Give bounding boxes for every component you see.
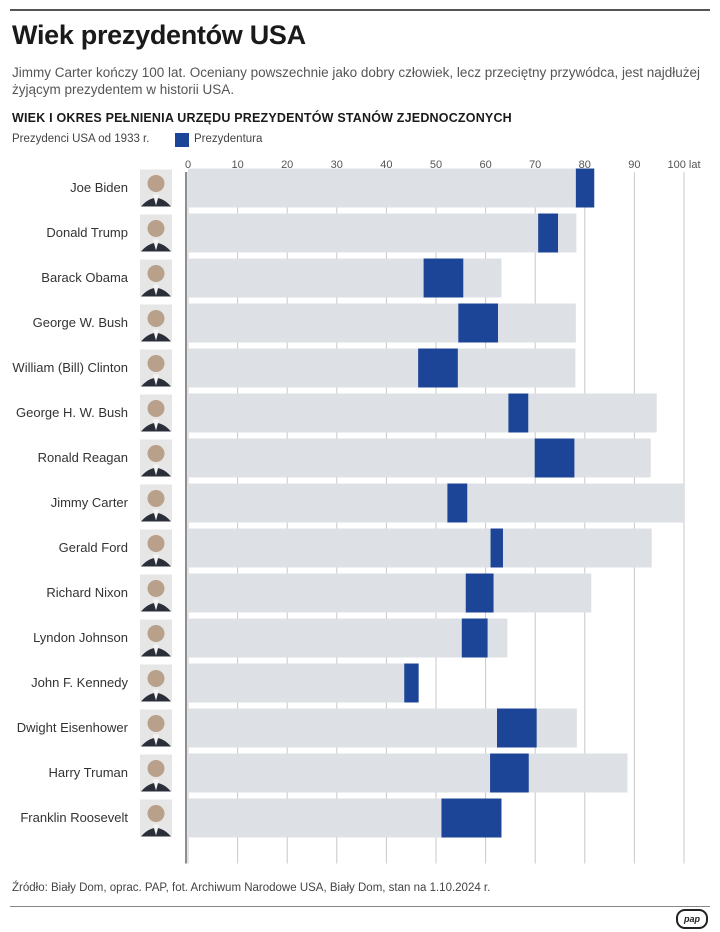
president-label: Lyndon Johnson xyxy=(33,630,128,645)
lifespan-bar xyxy=(188,348,576,388)
presidency-bar xyxy=(404,663,419,703)
presidency-bar xyxy=(538,213,559,253)
lifespan-bar xyxy=(188,438,651,478)
president-portrait xyxy=(140,529,172,567)
president-label: Barack Obama xyxy=(41,270,128,285)
presidency-bar xyxy=(465,573,494,613)
president-label: John F. Kennedy xyxy=(31,675,128,690)
president-label: Jimmy Carter xyxy=(51,495,129,510)
presidency-bar xyxy=(447,483,468,523)
presidency-bar xyxy=(490,528,503,568)
president-label: Gerald Ford xyxy=(59,540,128,555)
president-portrait xyxy=(140,439,172,477)
tick-label-50: 50 xyxy=(430,159,442,171)
tick-label-60: 60 xyxy=(479,159,491,171)
lifespan-bar xyxy=(188,393,657,433)
source-note: Źródło: Biały Dom, oprac. PAP, fot. Arch… xyxy=(12,882,491,894)
bottom-rule xyxy=(10,906,710,907)
lifespan-bar xyxy=(188,663,419,703)
pap-logo: pap xyxy=(676,909,708,929)
legend-label-presidency: Prezydentura xyxy=(194,133,263,145)
presidency-bar xyxy=(497,708,537,748)
president-portrait xyxy=(140,709,172,747)
president-label: George W. Bush xyxy=(33,315,128,330)
president-label: Harry Truman xyxy=(49,765,128,780)
president-label: Donald Trump xyxy=(46,225,128,240)
lifespan-bar xyxy=(188,303,576,343)
chart-title: WIEK I OKRES PEŁNIENIA URZĘDU PREZYDENTÓ… xyxy=(12,111,512,125)
lifespan-bar xyxy=(188,528,652,568)
president-portrait xyxy=(140,484,172,522)
tick-label-90: 90 xyxy=(628,159,640,171)
lifespan-bar xyxy=(188,483,684,523)
page-title: Wiek prezydentów USA xyxy=(12,20,306,50)
president-label: William (Bill) Clinton xyxy=(12,360,128,375)
president-label: Richard Nixon xyxy=(46,585,128,600)
tick-label-10: 10 xyxy=(231,159,243,171)
tick-label-100: 100 lat xyxy=(667,159,700,171)
presidency-bar xyxy=(508,393,529,433)
president-portrait xyxy=(140,574,172,612)
lifespan-bar xyxy=(188,168,595,208)
lifespan-bar xyxy=(188,618,508,658)
president-label: Franklin Roosevelt xyxy=(20,810,128,825)
age-chart: 0 10 20 30 40 50 60 70 80 90 100 lat Joe Biden Donal… xyxy=(12,159,701,864)
presidency-bar xyxy=(458,303,498,343)
tick-label-0: 0 xyxy=(185,159,191,171)
presidency-bar xyxy=(441,798,502,838)
presidency-bar xyxy=(461,618,488,658)
president-portrait xyxy=(140,799,172,837)
legend-caption: Prezydenci USA od 1933 r. xyxy=(12,133,150,145)
presidency-bar xyxy=(418,348,458,388)
presidency-bar xyxy=(490,753,529,793)
president-label: Dwight Eisenhower xyxy=(17,720,129,735)
lifespan-bar xyxy=(188,213,577,253)
president-portrait xyxy=(140,304,172,342)
page-subtitle: Jimmy Carter kończy 100 lat. Oceniany po… xyxy=(12,65,701,97)
president-portrait xyxy=(140,619,172,657)
president-portrait xyxy=(140,259,172,297)
president-portrait xyxy=(140,214,172,252)
tick-label-70: 70 xyxy=(529,159,541,171)
top-rule xyxy=(10,9,710,11)
presidency-bar xyxy=(575,168,595,208)
president-label: Ronald Reagan xyxy=(38,450,128,465)
president-portrait xyxy=(140,169,172,207)
tick-label-20: 20 xyxy=(281,159,293,171)
tick-label-30: 30 xyxy=(331,159,343,171)
president-portrait xyxy=(140,349,172,387)
president-portrait xyxy=(140,664,172,702)
lifespan-bar xyxy=(188,753,628,793)
president-label: Joe Biden xyxy=(70,180,128,195)
lifespan-bar xyxy=(188,573,592,613)
legend-swatch-presidency xyxy=(175,133,189,147)
president-portrait xyxy=(140,754,172,792)
tick-label-40: 40 xyxy=(380,159,392,171)
presidency-bar xyxy=(534,438,575,478)
tick-label-80: 80 xyxy=(579,159,591,171)
presidency-bar xyxy=(423,258,464,298)
president-label: George H. W. Bush xyxy=(16,405,128,420)
president-portrait xyxy=(140,394,172,432)
